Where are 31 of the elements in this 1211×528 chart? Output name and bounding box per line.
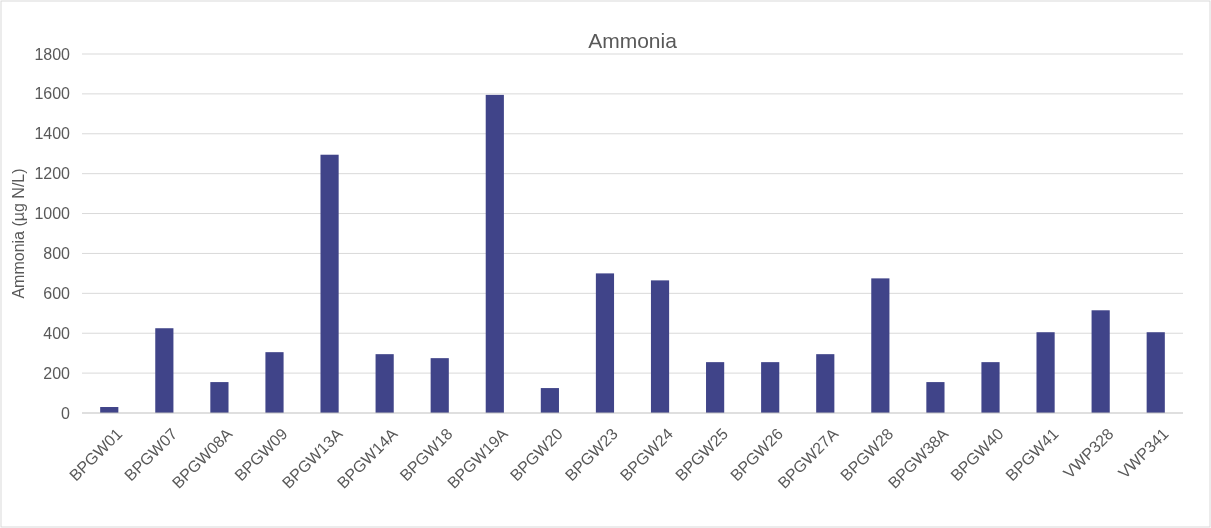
bar (816, 354, 835, 413)
bar (375, 354, 394, 413)
y-tick-label: 200 (43, 364, 71, 382)
y-tick-label: 1800 (34, 45, 71, 63)
bar (650, 280, 670, 413)
bar (1146, 332, 1165, 413)
bar (926, 382, 945, 413)
bar (540, 388, 559, 413)
bar (210, 382, 229, 413)
y-tick-label: 400 (43, 324, 71, 342)
bar (320, 154, 339, 413)
bar (430, 358, 449, 413)
bar (981, 362, 1000, 413)
y-tick-label: 1600 (34, 85, 71, 103)
y-tick-label: 1000 (34, 205, 71, 223)
bar (761, 362, 780, 413)
bar (265, 352, 284, 413)
y-tick-label: 600 (43, 284, 71, 302)
bar (595, 273, 615, 413)
bar (485, 94, 504, 413)
bar (706, 362, 725, 413)
bar (1036, 332, 1055, 413)
chart-title: Ammonia (588, 29, 678, 52)
y-tick-label: 1400 (34, 125, 71, 143)
y-tick-label: 0 (61, 404, 71, 422)
y-tick-label: 1200 (34, 165, 71, 183)
bar (871, 278, 890, 413)
bar (155, 328, 174, 413)
bar (1091, 310, 1110, 413)
y-tick-label: 800 (43, 245, 71, 263)
y-axis-title: Ammonia (µg N/L) (10, 168, 27, 299)
